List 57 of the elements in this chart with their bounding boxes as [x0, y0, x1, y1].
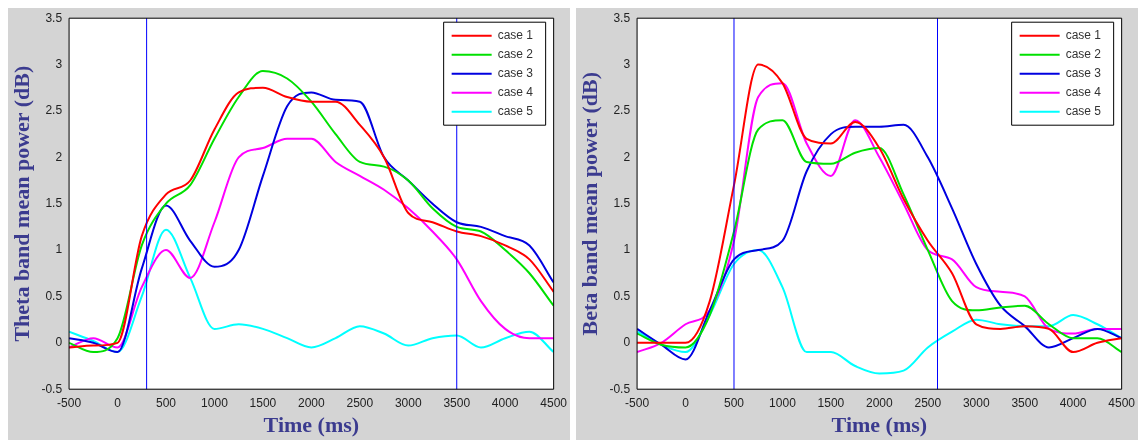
y-tick-label: -0.5: [609, 381, 631, 396]
legend-label: case 4: [497, 85, 534, 100]
legend-label: case 1: [1065, 28, 1102, 43]
line-series: [69, 137, 554, 349]
legend-label: case 2: [1065, 47, 1102, 62]
x-tick-label: 500: [155, 395, 177, 410]
y-tick-label: 3.5: [45, 10, 63, 25]
legend-label: case 5: [497, 104, 534, 119]
y-tick-label: 2: [55, 149, 63, 164]
legend-label: case 5: [1065, 104, 1102, 119]
x-tick-label: 3500: [443, 395, 471, 410]
x-tick-label: 500: [723, 395, 745, 410]
y-tick-label: 3.5: [613, 10, 631, 25]
y-tick-label: 1.5: [45, 196, 63, 211]
x-tick-label: 2000: [866, 395, 894, 410]
y-tick-label: 1: [55, 242, 63, 257]
x-tick-label: 2000: [298, 395, 326, 410]
y-tick-label: 2.5: [45, 103, 63, 118]
x-tick-label: 4500: [540, 395, 568, 410]
y-tick-label: 3: [55, 56, 63, 71]
y-tick-label: 2.5: [613, 103, 631, 118]
x-tick-label: 0: [682, 395, 690, 410]
y-tick-label: 1: [623, 242, 631, 257]
x-tick-label: -500: [57, 395, 82, 410]
x-axis-title: Time (ms): [263, 412, 360, 438]
legend-label: case 3: [1065, 66, 1102, 81]
y-tick-label: 3: [623, 56, 631, 71]
legend-label: case 1: [497, 28, 534, 43]
x-axis-title: Time (ms): [831, 412, 928, 438]
x-tick-label: 4000: [491, 395, 519, 410]
x-tick-label: 1500: [249, 395, 277, 410]
x-tick-label: 3500: [1011, 395, 1039, 410]
y-tick-label: 0.5: [613, 288, 631, 303]
y-tick-label: -0.5: [41, 381, 63, 396]
x-tick-label: 4500: [1108, 395, 1136, 410]
legend-label: case 2: [497, 47, 534, 62]
y-axis-title: Beta band mean power (dB): [576, 71, 602, 336]
x-tick-label: 0: [114, 395, 122, 410]
x-tick-label: 3000: [394, 395, 422, 410]
x-tick-label: 2500: [914, 395, 942, 410]
x-tick-label: 2500: [346, 395, 374, 410]
x-tick-label: 1500: [817, 395, 845, 410]
y-tick-label: 0: [623, 335, 631, 350]
y-axis-title: Theta band mean power (dB): [8, 65, 34, 342]
x-tick-label: 1000: [769, 395, 797, 410]
x-tick-label: 4000: [1059, 395, 1087, 410]
x-tick-label: 1000: [201, 395, 229, 410]
legend-label: case 4: [1065, 85, 1102, 100]
line-series: [637, 249, 1122, 375]
y-tick-label: 1.5: [613, 196, 631, 211]
line-series: [69, 228, 554, 354]
y-tick-label: 0: [55, 335, 63, 350]
legend-label: case 3: [497, 66, 534, 81]
x-tick-label: 3000: [962, 395, 990, 410]
y-tick-label: 2: [623, 149, 631, 164]
y-tick-label: 0.5: [45, 288, 63, 303]
x-tick-label: -500: [625, 395, 650, 410]
